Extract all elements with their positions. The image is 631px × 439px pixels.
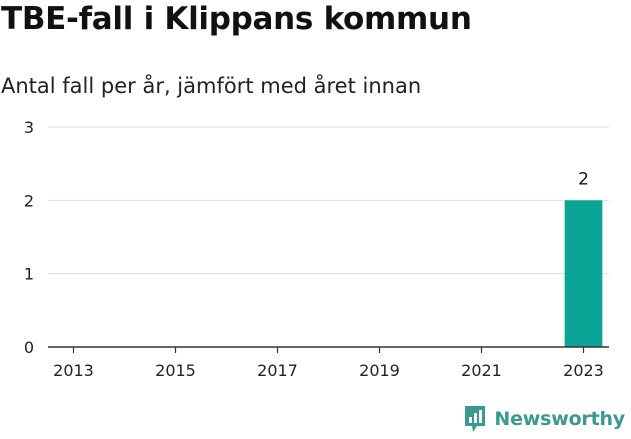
brand-name: Newsworthy <box>494 408 625 430</box>
chart-subtitle: Antal fall per år, jämfört med året inna… <box>1 74 422 98</box>
newsworthy-logo-icon <box>465 406 486 432</box>
y-tick-label: 0 <box>24 338 34 357</box>
bar-2023 <box>564 200 603 347</box>
x-tick-label: 2019 <box>359 361 400 380</box>
y-tick-label: 1 <box>24 265 34 284</box>
x-tick-label: 2023 <box>563 361 604 380</box>
data-label: 2 <box>578 169 589 189</box>
y-tick-label: 2 <box>24 191 34 210</box>
newsworthy-brand[interactable]: Newsworthy <box>463 404 625 434</box>
x-tick-label: 2015 <box>155 361 196 380</box>
x-tick-label: 2021 <box>461 361 502 380</box>
chart-title: TBE-fall i Klippans kommun <box>1 1 472 37</box>
x-tick-label: 2013 <box>53 361 94 380</box>
x-tick-label: 2017 <box>257 361 298 380</box>
y-tick-label: 3 <box>24 118 34 137</box>
